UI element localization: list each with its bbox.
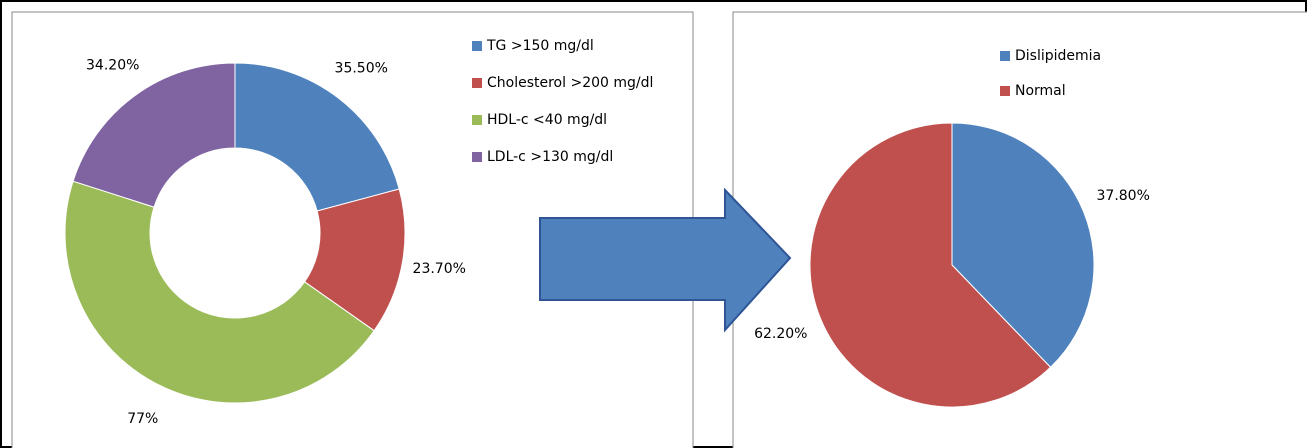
slice — [809, 122, 1052, 408]
slice — [951, 122, 1095, 368]
data-label: 34.20% — [86, 57, 139, 73]
legend-swatch — [1000, 51, 1010, 61]
legend-label: TG >150 mg/dl — [486, 38, 594, 54]
legend-swatch — [472, 115, 482, 125]
legend-label: LDL-c >130 mg/dl — [487, 149, 613, 165]
legend-label: HDL-c <40 mg/dl — [487, 112, 607, 128]
slice — [234, 62, 400, 212]
data-label: 37.80% — [1097, 188, 1150, 204]
slice — [64, 180, 375, 404]
data-label: 23.70% — [413, 261, 466, 277]
legend-label: Normal — [1015, 83, 1066, 99]
legend-swatch — [472, 78, 482, 88]
legend-label: Cholesterol >200 mg/dl — [487, 75, 653, 91]
legend-swatch — [472, 41, 482, 51]
legend-swatch — [472, 152, 482, 162]
data-label: 35.50% — [335, 60, 388, 76]
slice — [72, 62, 236, 208]
legend-label: Dislipidemia — [1015, 48, 1101, 64]
data-label: 62.20% — [754, 326, 807, 342]
legend-swatch — [1000, 86, 1010, 96]
data-label: 77% — [127, 411, 158, 427]
arrow — [539, 187, 792, 333]
